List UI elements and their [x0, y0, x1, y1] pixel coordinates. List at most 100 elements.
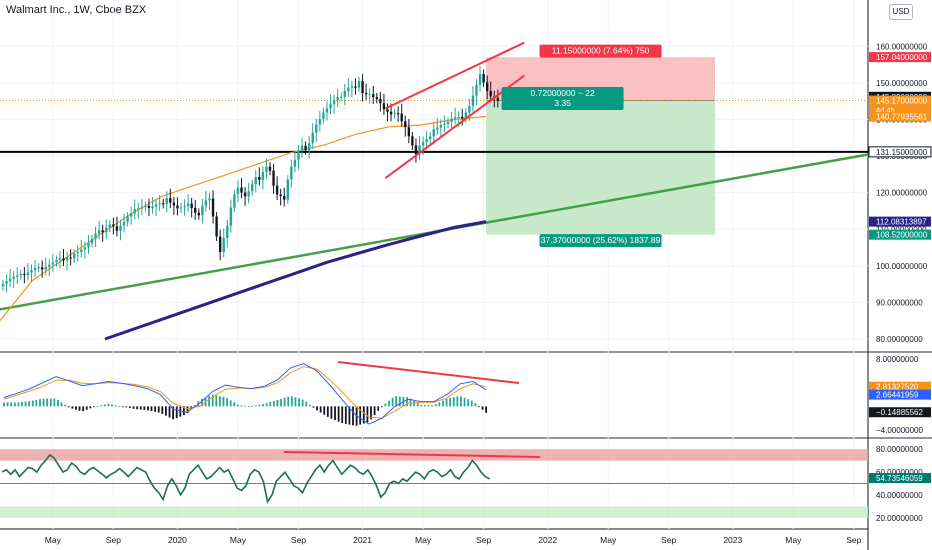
- macd-histogram-bar: [442, 400, 444, 407]
- candle-body: [58, 258, 62, 260]
- macd-histogram-bar: [301, 399, 304, 407]
- candle-body: [496, 97, 500, 101]
- macd-histogram-bar: [96, 405, 99, 407]
- candle-body: [162, 203, 165, 205]
- candle-body: [169, 198, 172, 203]
- macd-divergence-line: [337, 361, 520, 384]
- price-label: 157.04000000: [876, 53, 928, 62]
- macd-histogram-bar: [179, 406, 182, 417]
- candle-body: [211, 198, 215, 217]
- candle-body: [62, 258, 65, 261]
- currency-button[interactable]: USD: [889, 4, 913, 20]
- candle-body: [179, 207, 183, 209]
- time-tick-label: May: [45, 535, 62, 545]
- candle-body: [258, 176, 261, 180]
- candle-body: [122, 221, 126, 226]
- time-tick-label: Sep: [661, 535, 676, 545]
- candle-body: [325, 108, 329, 113]
- macd-histogram-bar: [132, 406, 135, 409]
- macd-histogram-bar: [409, 398, 412, 407]
- price-tick-label: 150.00000000: [876, 79, 928, 88]
- channel-upper-line: [385, 41, 525, 110]
- candle-body: [478, 74, 482, 85]
- candle-body: [461, 116, 464, 119]
- macd-histogram-bar: [370, 406, 372, 420]
- macd-histogram-bar: [359, 406, 362, 425]
- candle-body: [97, 230, 101, 234]
- macd-histogram-bar: [60, 402, 63, 407]
- macd-histogram-bar: [236, 404, 239, 407]
- macd-histogram-bar: [161, 406, 164, 414]
- macd-histogram-bar: [413, 400, 416, 407]
- macd-histogram-bar: [143, 406, 146, 410]
- time-tick-label: May: [415, 535, 432, 545]
- price-tick-label: 160.00000000: [876, 42, 928, 51]
- macd-histogram-bar: [71, 406, 74, 409]
- macd-histogram-bar: [377, 406, 380, 411]
- price-label-box: [869, 229, 931, 240]
- macd-histogram-bar: [46, 398, 49, 407]
- macd-histogram-bar: [200, 398, 203, 407]
- candle-body: [475, 84, 478, 96]
- macd-histogram-bar: [129, 406, 131, 409]
- macd-histogram-bar: [193, 405, 196, 407]
- macd-histogram-bar: [139, 406, 142, 410]
- macd-histogram-bar: [229, 400, 232, 407]
- macd-value-label: −0.14885562: [876, 408, 923, 417]
- macd-histogram-bar: [78, 406, 81, 411]
- price-label-box: [869, 95, 931, 114]
- candle-body: [73, 253, 76, 259]
- macd-histogram-bar: [298, 398, 300, 407]
- candle-body: [343, 90, 346, 97]
- ratio-label: 0.72000000 ~ 22: [531, 88, 595, 98]
- candle-body: [69, 257, 72, 259]
- macd-histogram-bar: [28, 401, 31, 407]
- macd-histogram-bar: [154, 406, 157, 412]
- macd-histogram-bar: [467, 399, 470, 407]
- time-tick-label: 2022: [538, 535, 557, 545]
- macd-histogram-bar: [337, 406, 340, 422]
- candle-body: [48, 264, 51, 267]
- candle-body: [129, 213, 133, 217]
- macd-histogram-bar: [452, 397, 455, 407]
- macd-histogram-bar: [107, 403, 110, 407]
- candle-body: [44, 266, 47, 270]
- macd-histogram-bar: [434, 404, 437, 407]
- rsi-tick-label: 20.00000000: [876, 514, 923, 523]
- candle-body: [1, 284, 5, 287]
- macd-histogram-bar: [272, 400, 275, 407]
- macd-histogram-bar: [10, 402, 13, 407]
- candle-body: [186, 203, 190, 207]
- macd-histogram-bar: [118, 405, 121, 407]
- macd-histogram-bar: [165, 406, 167, 416]
- candle-body: [229, 207, 233, 226]
- candle-body: [154, 204, 158, 207]
- candle-body: [396, 113, 400, 115]
- candle-body: [425, 139, 428, 143]
- candle-body: [307, 143, 311, 151]
- candle-body: [112, 224, 115, 227]
- candle-body: [485, 82, 489, 91]
- macd-histogram-bar: [262, 404, 264, 407]
- macd-histogram-bar: [380, 406, 383, 408]
- macd-histogram-bar: [17, 402, 20, 407]
- macd-histogram-bar: [57, 399, 59, 407]
- candle-body: [251, 184, 254, 192]
- candle-body: [261, 172, 265, 180]
- macd-histogram-bar: [75, 406, 77, 410]
- candle-body: [194, 208, 197, 213]
- macd-histogram-bar: [319, 406, 322, 413]
- candle-body: [421, 142, 425, 146]
- candle-body: [436, 127, 439, 130]
- candle-body: [268, 166, 272, 171]
- ratio-label-box: [501, 87, 624, 111]
- candle-body: [407, 127, 411, 137]
- macd-histogram-bar: [283, 397, 286, 407]
- macd-histogram-bar: [136, 406, 139, 410]
- rsi-tick-label: 40.00000000: [876, 491, 923, 500]
- candle-body: [382, 103, 386, 110]
- candle-body: [90, 238, 94, 244]
- macd-histogram-bar: [427, 405, 430, 407]
- macd-histogram-bar: [3, 402, 5, 407]
